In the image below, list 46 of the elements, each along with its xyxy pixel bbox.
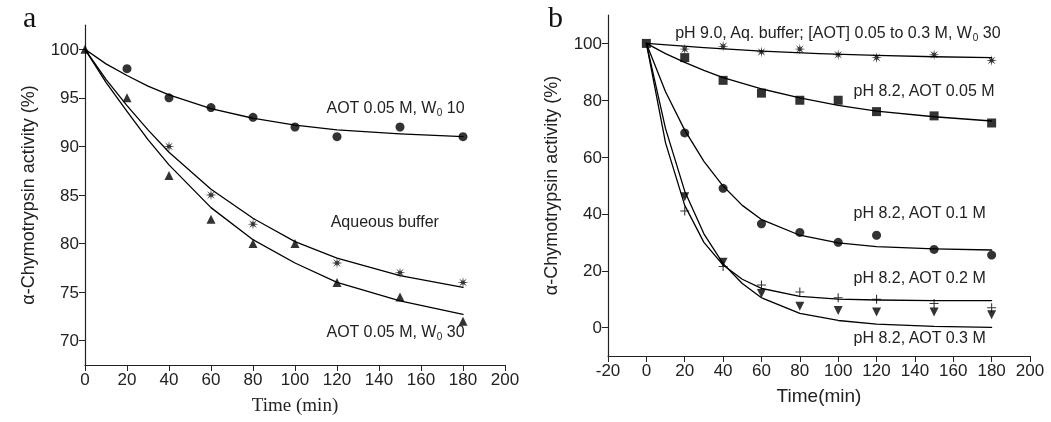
- chart-title: a: [23, 0, 37, 33]
- y-tick-label: 0: [592, 318, 602, 338]
- x-tick-label: 140: [364, 370, 394, 389]
- x-tick-label: 180: [977, 361, 1006, 380]
- x-tick-label: 200: [1015, 361, 1045, 380]
- y-tick-label: 100: [50, 39, 79, 59]
- y-tick-label: 95: [60, 88, 79, 108]
- x-tick-label: 140: [900, 361, 930, 380]
- x-tick-label: 200: [490, 370, 520, 389]
- y-tick-label: 70: [60, 331, 79, 351]
- annotation: Aqueous buffer: [330, 212, 440, 230]
- x-tick-label: 160: [939, 361, 968, 380]
- x-axis-title: Time(min): [776, 385, 862, 406]
- annotation: pH 8.2, AOT 0.05 M: [853, 81, 995, 99]
- x-tick-label: 60: [201, 370, 221, 389]
- x-tick-label: 160: [406, 370, 436, 389]
- x-tick-label: 20: [675, 361, 695, 380]
- y-tick-label: 90: [60, 136, 79, 156]
- chart-title: b: [548, 0, 563, 33]
- x-tick-label: 100: [280, 370, 310, 389]
- y-tick-label: 85: [60, 185, 79, 205]
- y-tick-label: 100: [573, 33, 602, 53]
- y-tick-label: 80: [583, 90, 602, 110]
- x-tick-label: 20: [117, 370, 137, 389]
- x-tick-label: 100: [823, 361, 853, 380]
- annotation: pH 8.2, AOT 0.2 M: [853, 268, 986, 286]
- x-tick-label: 120: [322, 370, 352, 389]
- annotation: pH 8.2, AOT 0.3 M: [853, 329, 986, 347]
- x-tick-label: 60: [751, 361, 771, 380]
- y-tick-label: 80: [60, 234, 79, 254]
- x-tick-label: -20: [595, 361, 621, 380]
- x-tick-label: 80: [243, 370, 263, 389]
- y-tick-label: 75: [60, 282, 79, 302]
- y-axis-title: α-Chymotrypsin activity (%): [541, 75, 561, 296]
- x-axis-title: Time (min): [251, 394, 339, 416]
- x-tick-label: 40: [713, 361, 733, 380]
- x-tick-label: 120: [862, 361, 891, 380]
- x-tick-label: 180: [448, 370, 478, 389]
- x-tick-label: 40: [159, 370, 179, 389]
- y-tick-label: 40: [583, 204, 602, 224]
- y-tick-label: 60: [583, 147, 602, 167]
- x-tick-label: 0: [641, 361, 652, 380]
- annotation: pH 8.2, AOT 0.1 M: [853, 204, 986, 221]
- x-tick-label: 80: [790, 361, 810, 380]
- y-axis-title: α-Chymotrypsin activity (%): [18, 85, 38, 305]
- y-tick-label: 20: [583, 261, 602, 281]
